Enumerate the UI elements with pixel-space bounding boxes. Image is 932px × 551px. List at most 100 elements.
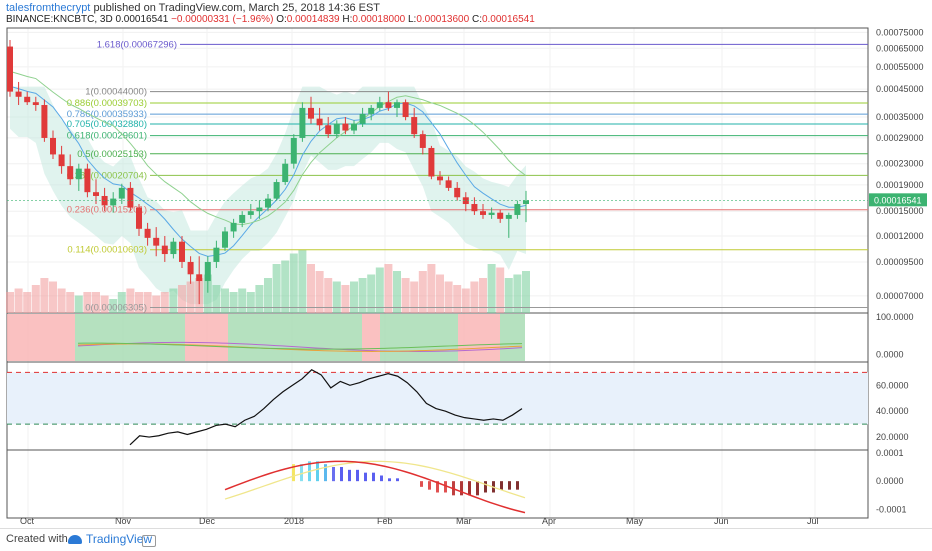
candle-body xyxy=(299,107,306,138)
oscillator-3-histogram-bar xyxy=(292,464,295,482)
volume-bar xyxy=(152,295,161,313)
time-tick-label: Dec xyxy=(199,516,216,526)
candle-body xyxy=(187,261,194,275)
share-icon[interactable] xyxy=(142,535,156,547)
volume-bar xyxy=(341,285,350,313)
volume-bar xyxy=(307,264,315,313)
volume-bar xyxy=(444,281,453,313)
oscillator-1-line-a xyxy=(77,341,523,352)
fib-level-label: 0.618(0.00029601) xyxy=(67,131,147,142)
price-pane: 1.618(0.00067296) 1(0.00044000)0.886(0.00… xyxy=(6,39,868,313)
open-value: 0.00014839 xyxy=(286,14,340,25)
volume-bar xyxy=(418,271,427,313)
volume-bar xyxy=(401,278,410,313)
oscillator-3-macd-line xyxy=(224,460,526,514)
price-tick-label: 0.00075000 xyxy=(876,27,924,37)
volume-bar xyxy=(31,285,40,313)
time-tick-label: Mar xyxy=(456,516,472,526)
candle-body xyxy=(41,105,48,138)
fib-level-label: 0.786(0.00035933) xyxy=(67,109,147,120)
volume-bar xyxy=(298,250,307,313)
volume-bar xyxy=(272,264,281,313)
candle-body xyxy=(256,207,263,212)
oscillator-3-histogram-bar xyxy=(340,467,343,482)
volume-bar xyxy=(23,292,32,313)
time-tick-label: Feb xyxy=(377,516,393,526)
volume-bar xyxy=(453,285,462,313)
volume-bar xyxy=(100,295,109,313)
candle-body xyxy=(204,261,211,282)
time-tick-label: Jun xyxy=(714,516,729,526)
price-tick-label: 0.00019000 xyxy=(876,180,924,190)
time-tick-label: Nov xyxy=(115,516,132,526)
candle-body xyxy=(402,102,409,118)
oscillator-3-histogram-bar xyxy=(468,481,471,496)
tradingview-icon xyxy=(68,535,82,544)
candle-body xyxy=(179,241,185,262)
oscillator-1-band xyxy=(500,314,525,361)
volume-bar xyxy=(375,267,384,313)
fib-level-label: 0.382(0.00020704) xyxy=(67,170,147,181)
volume-bar xyxy=(384,264,393,313)
axes: 0.00075000 0.00065000 0.00055000 0.00045000… xyxy=(20,27,927,526)
candle-body xyxy=(419,134,426,148)
chart-header: talesfromthecrypt published on TradingVi… xyxy=(0,0,932,28)
candle-body xyxy=(437,176,443,181)
price-change: −0.00000331 (−1.96%) xyxy=(171,14,274,25)
volume-bar xyxy=(74,295,83,313)
symbol-label[interactable]: BINANCE:KNCBTC, 3D xyxy=(6,14,113,25)
volume-bar xyxy=(143,292,152,313)
volume-bar xyxy=(324,278,333,313)
candle-body xyxy=(411,117,418,135)
created-with-text: Created with xyxy=(6,533,68,545)
oscillator-3-histogram-bar xyxy=(364,472,367,482)
candle-body xyxy=(50,137,56,155)
volume-bar xyxy=(169,288,178,313)
candle-body xyxy=(196,274,203,282)
oscillator-1-tick-label: 0.0000 xyxy=(876,349,904,359)
oscillator-3-histogram-bar xyxy=(436,481,439,493)
candle-body xyxy=(480,211,486,215)
volume-bar xyxy=(367,274,376,313)
candle-body xyxy=(93,192,99,196)
oscillator-2-tick-label: 40.0000 xyxy=(876,406,909,416)
price-tick-label: 0.00065000 xyxy=(876,43,924,53)
volume-bar xyxy=(281,260,290,313)
oscillator-3-histogram-bar xyxy=(500,481,503,490)
candle-body xyxy=(273,182,280,199)
volume-bar xyxy=(461,288,470,313)
oscillator-1-tick-label: 100.0000 xyxy=(876,312,914,322)
volume-bar xyxy=(393,271,401,313)
oscillator-3-histogram-bar xyxy=(420,481,423,487)
candle-body xyxy=(428,147,435,177)
volume-bar xyxy=(264,278,272,313)
price-tick-label: 0.00015000 xyxy=(876,206,924,216)
candle-body xyxy=(153,237,160,246)
candle-body xyxy=(290,137,297,164)
tradingview-logo[interactable]: TradingView xyxy=(68,532,152,546)
candle-body xyxy=(325,125,332,135)
oscillator-3-histogram-bar xyxy=(484,481,487,493)
oscillator-1-band xyxy=(7,314,75,361)
candle-body xyxy=(58,154,65,167)
oscillator-1-band xyxy=(228,314,330,361)
price-tick-label: 0.00023000 xyxy=(876,159,924,169)
volume-bar xyxy=(358,278,367,313)
oscillator-3-histogram-bar xyxy=(348,469,351,482)
candle-body xyxy=(170,241,177,255)
volume-bar xyxy=(212,285,221,313)
last-price-tag-label: 0.00016541 xyxy=(874,195,922,205)
oscillator-3-histogram-bar xyxy=(508,481,511,490)
oscillator-1-band xyxy=(362,314,380,361)
oscillator-3-histogram-bar xyxy=(428,481,431,490)
volume-bar xyxy=(6,292,14,313)
publish-line: talesfromthecrypt published on TradingVi… xyxy=(6,2,380,14)
fib-level-label: 0.886(0.00039703) xyxy=(67,98,147,109)
candle-body xyxy=(110,198,117,206)
author-link[interactable]: talesfromthecrypt xyxy=(6,2,91,14)
close-value: 0.00016541 xyxy=(481,14,535,25)
candle-body xyxy=(247,211,254,215)
volume-bar xyxy=(160,292,169,313)
tradingview-brand: TradingView xyxy=(86,532,153,546)
